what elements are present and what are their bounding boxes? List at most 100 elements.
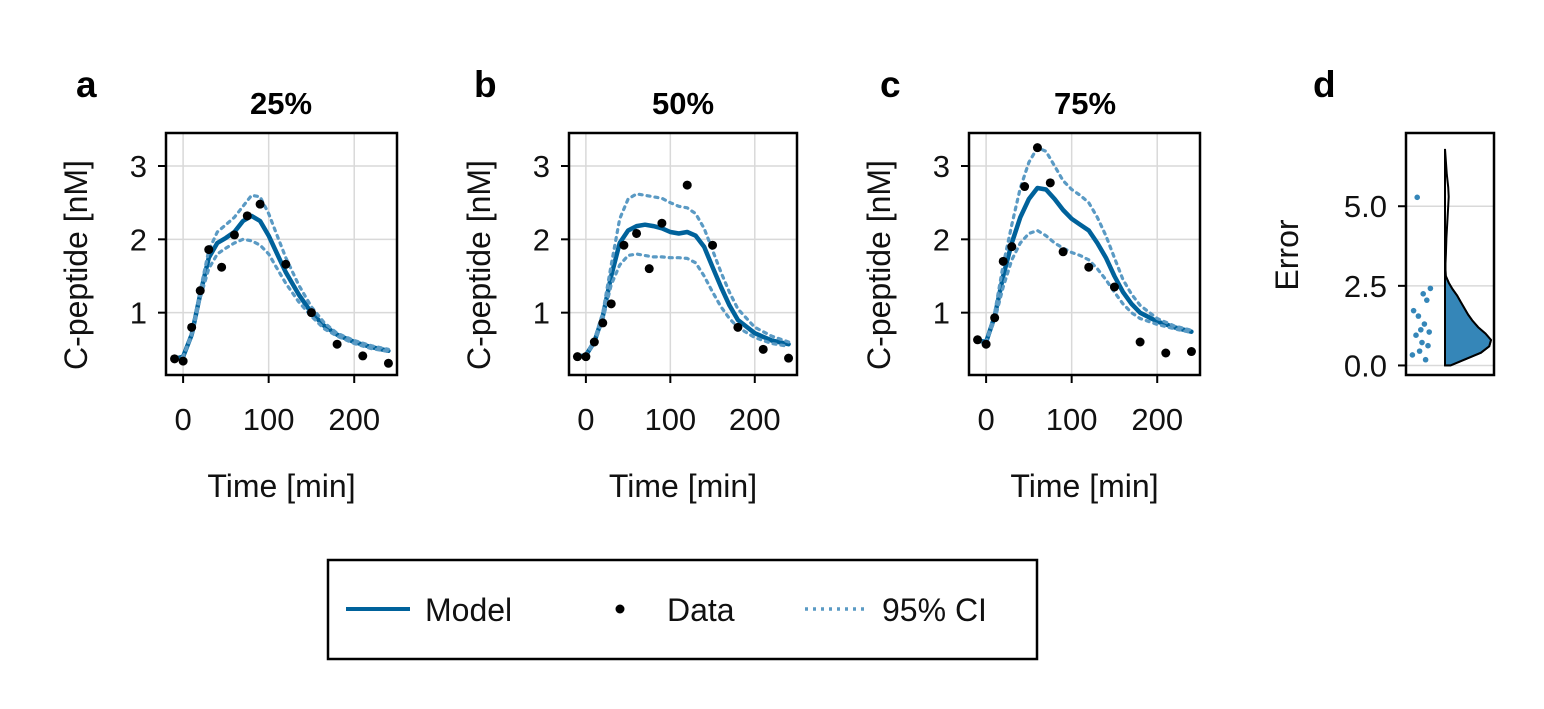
data-point — [682, 180, 692, 190]
x-tick-label: 0 — [577, 402, 594, 437]
model-line — [975, 185, 1194, 345]
y-tick-label: 3 — [533, 149, 550, 184]
error-point — [1416, 348, 1423, 354]
data-point — [784, 353, 794, 363]
panel-a: 0 100 200 1 2 3 Time [min] C-peptide [nM] 25% a — [58, 64, 399, 504]
data-point — [708, 240, 718, 250]
x-tick-label: 0 — [174, 402, 191, 437]
y-tick-label: 2 — [130, 222, 147, 257]
y-tick-label: 1 — [130, 296, 147, 331]
error-point — [1413, 332, 1419, 338]
data-point — [217, 262, 227, 272]
data-point — [981, 339, 991, 349]
ci-upper-line — [976, 146, 1193, 344]
y-tick-label: 2 — [933, 222, 950, 257]
x-axis-label: Time [min] — [1010, 468, 1158, 504]
x-tick-label: 0 — [977, 402, 994, 437]
panel-c: 0 100 200 1 2 3 Time [min] C-peptide [nM] 75% c — [861, 64, 1202, 504]
panel-title: 75% — [1054, 86, 1116, 121]
plot-frame — [1404, 131, 1496, 377]
panel-label: b — [474, 64, 497, 105]
panel-d: 0.0 2.5 5.0 Error d — [1269, 64, 1496, 383]
data-point — [358, 351, 368, 361]
panel-title: 50% — [652, 86, 714, 121]
data-point — [178, 356, 188, 366]
y-tick-label: 2.5 — [1344, 269, 1387, 304]
ci-lower-line — [976, 228, 1193, 344]
data-point — [1020, 182, 1030, 192]
ci-lower-line — [575, 252, 791, 359]
y-tick-label: 3 — [130, 149, 147, 184]
plot-area — [572, 180, 794, 363]
error-point — [1418, 326, 1424, 333]
data-point — [229, 230, 239, 240]
error-point — [1415, 313, 1422, 319]
y-tick-label: 1 — [533, 296, 550, 331]
x-tick-label: 100 — [243, 402, 295, 437]
legend-model-label: Model — [425, 592, 512, 628]
panel-label: a — [76, 64, 97, 105]
y-tick-label: 1 — [933, 296, 950, 331]
x-tick-label: 200 — [729, 402, 781, 437]
data-point — [1045, 178, 1055, 188]
data-point — [632, 228, 642, 238]
x-tick-label: 100 — [644, 402, 696, 437]
data-point — [281, 259, 291, 269]
data-point — [1084, 262, 1094, 272]
plot-area — [973, 143, 1196, 358]
legend-box — [326, 558, 1039, 661]
data-point — [598, 318, 608, 328]
plot-frame — [164, 131, 399, 377]
model-line — [172, 213, 391, 362]
data-point — [170, 354, 180, 364]
data-point — [644, 264, 654, 274]
data-point — [606, 299, 616, 309]
data-point — [1109, 282, 1119, 292]
ci-upper-line — [173, 193, 390, 361]
legend-data-swatch — [615, 604, 625, 614]
data-point — [242, 211, 252, 221]
error-point — [1410, 307, 1417, 314]
x-tick-label: 100 — [1046, 402, 1098, 437]
x-tick-label: 200 — [1131, 402, 1183, 437]
legend-data-label: Data — [667, 592, 735, 628]
legend: Model Data 95% CI — [326, 558, 1039, 661]
data-point — [1007, 242, 1017, 252]
data-point — [332, 339, 342, 349]
panel-label: d — [1313, 64, 1336, 105]
data-point — [1032, 143, 1042, 153]
data-point — [1135, 337, 1145, 347]
error-point — [1420, 291, 1426, 297]
panel-title: 25% — [250, 86, 312, 121]
panel-label: c — [880, 64, 901, 105]
y-axis-label: Error — [1269, 219, 1305, 290]
error-point — [1421, 321, 1428, 327]
plot-area — [170, 193, 393, 368]
data-point — [758, 344, 768, 354]
plot-frame — [567, 131, 799, 377]
y-tick-label: 5.0 — [1344, 189, 1387, 224]
data-point — [187, 322, 197, 332]
error-point — [1414, 194, 1420, 201]
data-point — [733, 322, 743, 332]
data-point — [204, 245, 214, 255]
model-line — [575, 222, 791, 359]
data-point — [1161, 348, 1171, 358]
y-axis-label: C-peptide [nM] — [58, 160, 94, 370]
panel-b: 0 100 200 1 2 3 Time [min] C-peptide [nM] 50% b — [461, 64, 799, 504]
ci-upper-line — [575, 192, 791, 359]
legend-ci-label: 95% CI — [882, 592, 987, 628]
x-tick-label: 200 — [328, 402, 380, 437]
error-point — [1419, 339, 1425, 346]
data-point — [589, 337, 599, 347]
x-axis-label: Time [min] — [609, 468, 757, 504]
error-point — [1427, 285, 1434, 292]
data-point — [572, 352, 582, 362]
data-point — [581, 352, 591, 362]
error-point — [1426, 329, 1432, 335]
y-axis-label: C-peptide [nM] — [861, 160, 897, 370]
y-axis-label: C-peptide [nM] — [461, 160, 497, 370]
data-point — [998, 256, 1008, 266]
data-point — [619, 240, 629, 250]
